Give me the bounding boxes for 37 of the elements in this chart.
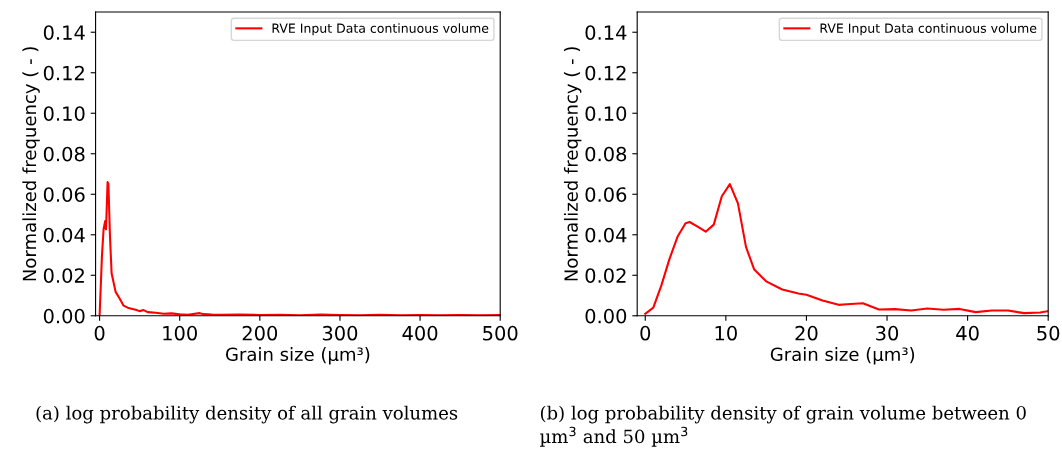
text: (a) log probability density of all grain volumes (36, 405, 458, 424)
y-tick-label: 0.12 (43, 65, 84, 81)
x-tick-label: 0 (640, 325, 651, 341)
y-tick-label: 0.00 (585, 308, 627, 324)
x-tick-label: 30 (876, 325, 899, 341)
text: (b) log probability density of grain volume between 0 µm$^{3}$ and 50 µm$^{3}$ (540, 405, 1026, 447)
x-tick-label: 0 (94, 325, 105, 341)
y-tick-label: 0.12 (585, 65, 626, 81)
y-tick-label: 0.10 (43, 106, 85, 121)
y-tick-label: 0.04 (43, 227, 85, 243)
x-tick-label: 10 (715, 325, 737, 341)
legend-label: RVE Input Data continuous volume (820, 23, 1037, 36)
x-tick-label: 400 (402, 325, 438, 341)
line-series (644, 183, 1049, 315)
y-tick-label: 0.04 (585, 227, 627, 243)
y-tick-label: 0.02 (585, 268, 626, 283)
y-tick-label: 0.08 (43, 146, 85, 162)
x-tick-label: 50 (1037, 325, 1060, 341)
y-axis-title: Normalized frequency ( - ) (22, 47, 40, 281)
y-tick-label: 0.00 (43, 308, 85, 324)
x-tick-label: 20 (795, 325, 818, 341)
y-tick-label: 0.10 (585, 106, 627, 121)
legend-label: RVE Input Data continuous volume (272, 23, 489, 36)
x-tick-label: 100 (163, 325, 197, 341)
y-axis-title: Normalized frequency ( - ) (563, 47, 582, 281)
x-tick-label: 500 (483, 325, 518, 341)
y-tick-label: 0.14 (585, 25, 627, 40)
x-tick-label: 200 (242, 325, 278, 341)
y-tick-label: 0.06 (43, 187, 85, 202)
y-tick-label: 0.02 (43, 268, 84, 283)
x-tick-label: 40 (956, 325, 979, 341)
y-tick-label: 0.08 (585, 146, 627, 162)
x-axis-title: Grain size (µm³) (225, 347, 370, 365)
x-tick-label: 300 (322, 325, 358, 341)
y-tick-label: 0.06 (585, 187, 627, 202)
x-axis-title: Grain size (µm³) (770, 347, 915, 365)
y-tick-label: 0.14 (43, 25, 85, 40)
